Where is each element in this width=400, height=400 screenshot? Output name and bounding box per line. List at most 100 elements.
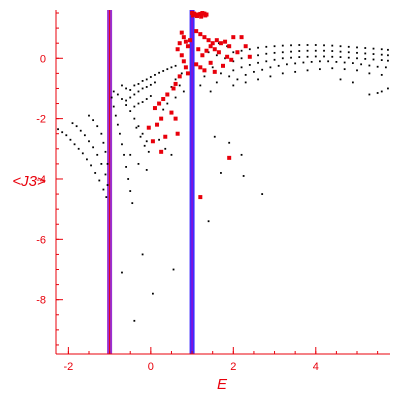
data-point-s2-30: [206, 38, 211, 43]
data-point-s1-37: [123, 153, 125, 156]
data-point-s2-49: [212, 69, 217, 74]
data-point-s1-109: [306, 44, 309, 46]
data-point-s1-93: [207, 220, 210, 223]
data-point-s1-117: [372, 47, 375, 50]
data-point-s1-65: [125, 99, 127, 102]
data-point-s2-13: [179, 30, 184, 35]
data-point-s1-30: [106, 162, 109, 165]
data-point-s2-60: [159, 116, 164, 121]
data-point-s1-48: [137, 125, 140, 128]
data-point-s1-49: [141, 132, 144, 135]
data-point-s1-25: [92, 119, 95, 122]
data-point-s1-27: [100, 132, 103, 135]
data-point-s2-47: [202, 68, 207, 73]
data-point-s1-102: [248, 48, 251, 51]
data-point-s1-154: [347, 56, 350, 59]
data-point-s1-197: [339, 78, 342, 81]
data-point-s1-175: [360, 63, 363, 66]
data-point-s1-214: [166, 102, 169, 105]
data-point-s1-113: [339, 45, 342, 48]
data-point-s1-136: [364, 52, 367, 55]
data-point-s1-202: [220, 72, 222, 75]
data-point-s1-112: [331, 44, 334, 47]
data-point-s2-28: [198, 32, 203, 37]
data-point-s1-24: [88, 114, 90, 117]
data-point-s2-65: [175, 131, 180, 136]
data-point-s1-159: [387, 59, 389, 62]
data-point-s1-163: [261, 68, 264, 71]
data-point-s1-172: [335, 61, 338, 63]
data-point-s1-104: [265, 45, 268, 48]
data-point-s1-149: [306, 55, 309, 58]
data-point-s2-34: [223, 39, 228, 44]
y-axis-title: <J3>: [12, 173, 46, 190]
data-point-s1-147: [290, 56, 292, 59]
data-point-s2-69: [198, 195, 203, 200]
data-point-s1-5: [73, 143, 76, 146]
data-point-s2-19: [175, 47, 180, 52]
data-point-s1-153: [339, 56, 342, 58]
data-point-s1-74: [137, 102, 140, 105]
data-point-s2-18: [177, 41, 182, 46]
data-point-s2-26: [171, 86, 176, 91]
data-point-s1-10: [94, 172, 97, 174]
data-point-s1-124: [265, 52, 268, 55]
y-tick-label: 0: [40, 53, 46, 65]
data-point-s1-68: [137, 90, 140, 93]
data-point-s1-99: [213, 135, 216, 138]
data-point-s2-58: [152, 106, 157, 111]
axes: -2 0 2 4 0 -2 -4 -6 -8: [36, 10, 390, 373]
data-point-s1-166: [286, 63, 288, 66]
data-point-s1-110: [314, 44, 317, 46]
data-point-s1-40: [129, 190, 132, 192]
data-point-s1-80: [145, 169, 148, 171]
data-point-s1-4: [69, 138, 72, 141]
data-point-s1-133: [339, 50, 342, 53]
data-point-s1-187: [331, 67, 334, 70]
data-point-s1-34: [116, 123, 119, 126]
data-point-s1-17: [83, 134, 86, 137]
data-point-s2-1: [190, 11, 195, 16]
data-point-s2-29: [202, 35, 207, 40]
data-point-s1-82: [164, 147, 167, 150]
data-point-s1-179: [232, 84, 235, 87]
data-point-s1-54: [133, 84, 136, 87]
data-point-s1-121: [240, 57, 243, 60]
data-point-s2-62: [146, 125, 151, 130]
data-point-s1-140: [232, 69, 235, 72]
data-point-s2-11: [199, 14, 204, 19]
data-point-s1-199: [215, 54, 218, 57]
y-tick-label: -4: [36, 174, 46, 186]
data-point-s1-8: [86, 158, 88, 161]
x-tick-label: 4: [313, 361, 319, 373]
data-point-s1-144: [265, 60, 268, 63]
data-point-s1-11: [98, 179, 101, 182]
data-point-s2-57: [157, 101, 162, 106]
data-point-s1-21: [100, 162, 103, 165]
data-point-s1-87: [147, 150, 150, 153]
data-point-s1-39: [127, 178, 130, 180]
data-point-s1-183: [281, 72, 284, 75]
data-point-s2-53: [235, 50, 240, 55]
data-point-s1-151: [323, 55, 325, 58]
data-point-s2-24: [177, 74, 182, 79]
data-point-s1-66: [129, 96, 132, 99]
data-point-s1-81: [158, 138, 160, 141]
data-point-s1-85: [139, 135, 142, 138]
data-point-s1-22: [104, 173, 107, 176]
data-point-s1-210: [174, 78, 177, 81]
data-point-s1-77: [149, 95, 152, 97]
data-point-s1-63: [170, 66, 173, 69]
data-point-s1-55: [137, 83, 140, 85]
data-point-s1-78: [129, 153, 132, 156]
y-tick-label: -8: [36, 295, 46, 307]
data-point-s2-31: [210, 41, 215, 46]
data-point-s1-190: [368, 72, 371, 75]
data-point-s2-37: [239, 35, 244, 40]
data-point-s1-125: [273, 51, 276, 54]
data-point-s2-9: [190, 13, 195, 18]
data-point-s2-27: [194, 29, 199, 34]
data-point-s1-64: [174, 64, 177, 67]
data-point-s1-201: [211, 66, 214, 69]
